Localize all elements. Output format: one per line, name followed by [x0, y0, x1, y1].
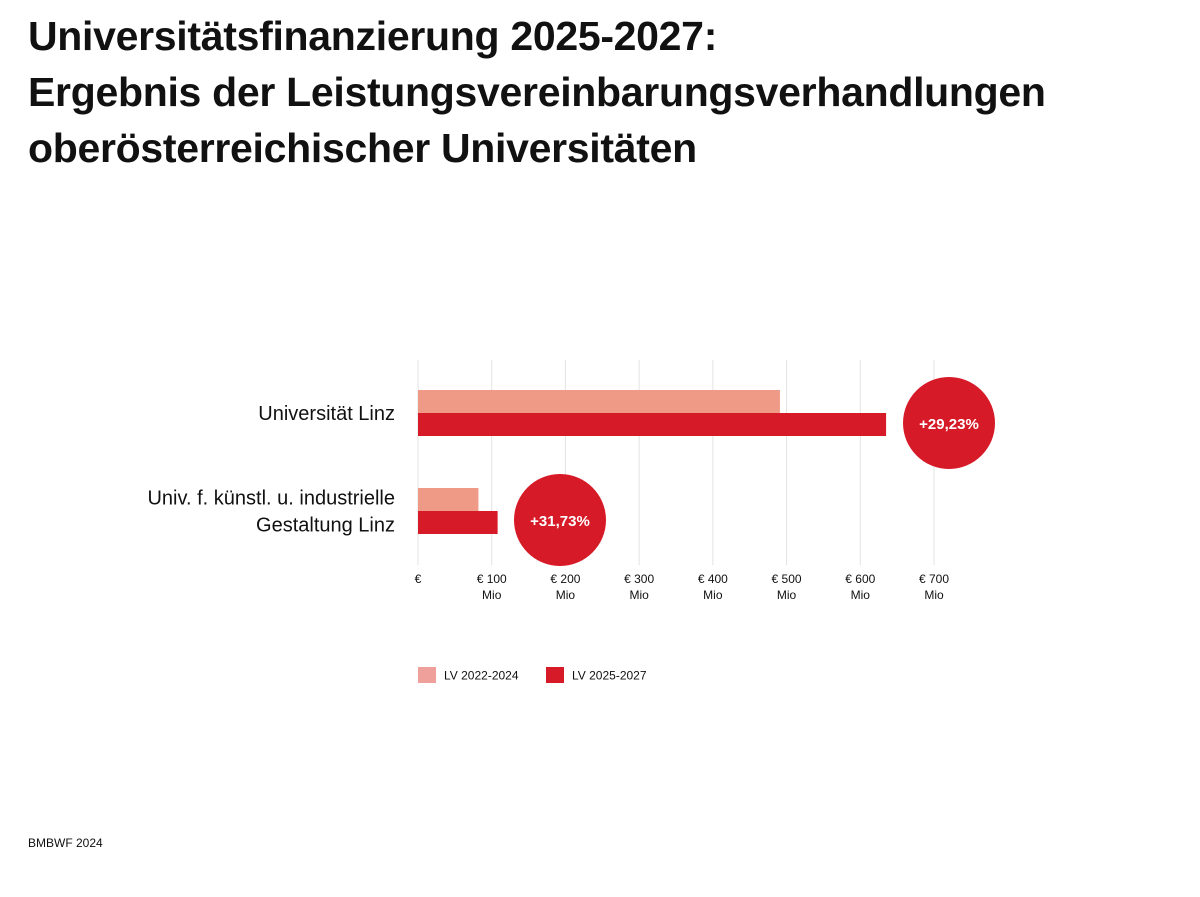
change-badge-circle [903, 377, 995, 469]
bar-lv-2025-2027 [418, 511, 498, 534]
category-label: Univ. f. künstl. u. industrielle [147, 488, 395, 510]
x-tick-unit: Mio [556, 588, 576, 602]
change-badge-label: +29,23% [919, 416, 979, 433]
legend-label: LV 2025-2027 [572, 669, 647, 683]
legend-swatch [546, 667, 564, 683]
x-tick-label: € 200 [550, 572, 580, 586]
x-tick-unit: Mio [777, 588, 797, 602]
x-tick-unit: Mio [703, 588, 723, 602]
x-tick-label: € 600 [845, 572, 875, 586]
category-label: Gestaltung Linz [256, 515, 395, 537]
x-tick-label: € 300 [624, 572, 654, 586]
x-tick-unit: Mio [482, 588, 502, 602]
x-tick-label: € 100 [477, 572, 507, 586]
bars [418, 390, 887, 534]
x-axis-ticks: € € 100 Mio € 200 Mio € 300 Mio € 400 Mio € 500 Mi… [415, 572, 950, 602]
legend: LV 2022-2024 LV 2025-2027 [418, 667, 647, 683]
title-line-3: oberösterreichischer Universitäten [28, 125, 697, 171]
x-tick-label: € [415, 572, 422, 586]
bar-lv-2022-2024 [418, 390, 780, 413]
x-tick-label: € 400 [698, 572, 728, 586]
x-tick-unit: Mio [924, 588, 944, 602]
title-line-1: Universitätsfinanzierung 2025-2027: [28, 13, 718, 59]
x-tick-unit: Mio [851, 588, 871, 602]
x-tick-label: € 500 [772, 572, 802, 586]
title-line-2: Ergebnis der Leistungsvereinbarungsverha… [28, 69, 1046, 115]
change-badge-label: +31,73% [530, 513, 590, 530]
change-badge-circle [514, 474, 606, 566]
category-labels: Universität Linz Univ. f. künstl. u. indu… [147, 403, 395, 537]
bar-lv-2022-2024 [418, 488, 479, 511]
page-title: Universitätsfinanzierung 2025-2027: Erge… [28, 8, 1188, 176]
bar-lv-2025-2027 [418, 413, 887, 436]
change-badges: +29,23% +31,73% [514, 377, 995, 566]
legend-swatch [418, 667, 436, 683]
legend-label: LV 2022-2024 [444, 669, 519, 683]
x-tick-unit: Mio [629, 588, 649, 602]
x-tick-label: € 700 [919, 572, 949, 586]
category-label: Universität Linz [258, 403, 395, 425]
source-note: BMBWF 2024 [28, 836, 103, 850]
